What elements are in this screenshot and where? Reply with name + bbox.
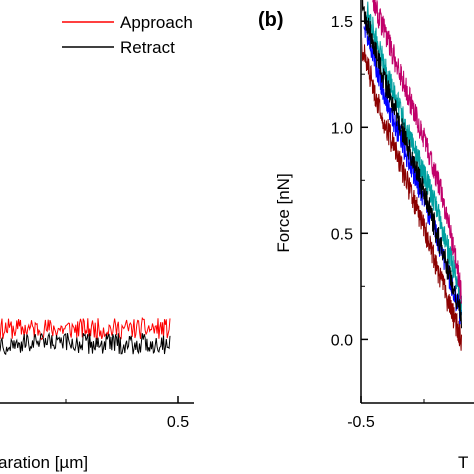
- panel-b-series-line-3: [366, 1, 462, 316]
- panel-b-y-axis-label: Force [nN]: [274, 173, 293, 252]
- panel-a-x-tick-label: 0.5: [167, 414, 189, 431]
- panel-b-y-ticks: 0.0 0.5 1.0 1.5: [331, 14, 368, 349]
- panel-b-y-tick-label: 1.5: [331, 14, 353, 31]
- panel-b-x-tick-label: -0.5: [347, 414, 375, 431]
- panel-b-label: (b): [258, 9, 284, 31]
- panel-a-series-line-2: [0, 331, 171, 356]
- panel-b-series: [362, 0, 462, 351]
- panel-b-series-line-5: [372, 0, 462, 304]
- panel-b-series-line-1: [362, 37, 462, 351]
- panel-a-series: [0, 316, 171, 356]
- legend-label-retract: Retract: [120, 38, 175, 57]
- legend: Approach Retract: [62, 13, 193, 57]
- panel-b-x-axis-label: T: [458, 453, 468, 472]
- panel-b-y-tick-label: 0.0: [331, 332, 353, 349]
- legend-label-approach: Approach: [120, 13, 193, 32]
- panel-a-x-axis-label: aration [µm]: [0, 453, 88, 472]
- panel-a: 0.5 aration [µm] Approach Retract: [0, 13, 194, 472]
- panel-a-series-line-1: [0, 316, 171, 341]
- panel-b-series-line-4: [362, 0, 462, 329]
- panel-b-y-tick-label: 1.0: [331, 120, 353, 137]
- panel-b: (b) 0.0 0.5 1.0 1.5 -0.5 Force [nN] T: [258, 0, 474, 472]
- panel-b-y-tick-label: 0.5: [331, 226, 353, 243]
